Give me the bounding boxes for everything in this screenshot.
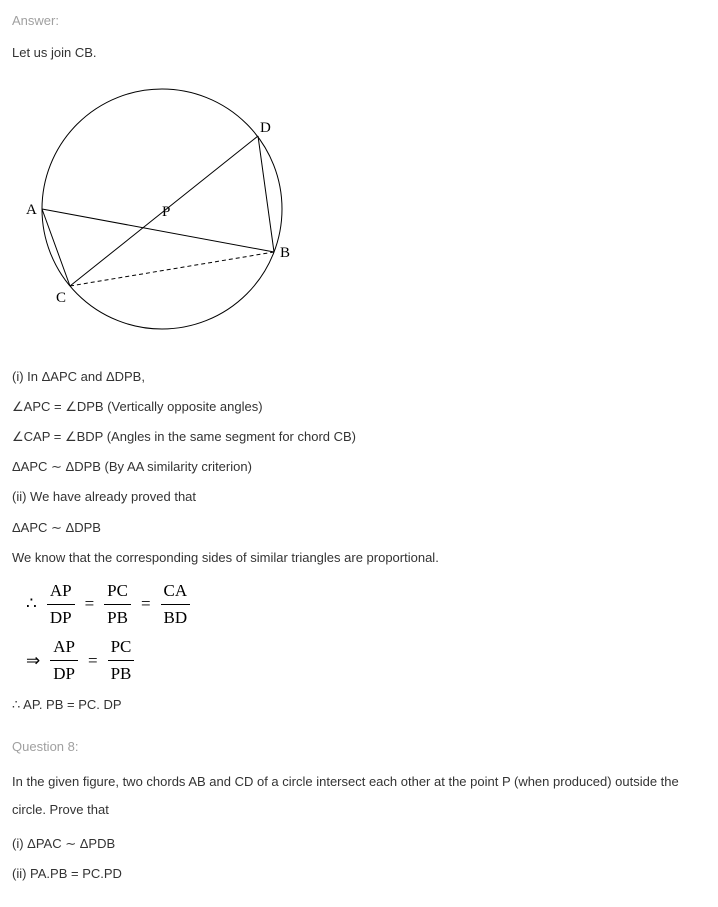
label-c: C: [56, 290, 66, 306]
denominator: PB: [108, 660, 135, 686]
denominator: DP: [47, 604, 75, 630]
question-text: In the given figure, two chords AB and C…: [12, 768, 706, 823]
equation-2: ⇒ AP DP = PC PB: [22, 635, 706, 686]
equals-symbol: =: [85, 592, 95, 616]
line-cb-dashed: [70, 252, 274, 286]
denominator: PB: [104, 604, 131, 630]
question-part-ii: (ii) PA.PB = PC.PD: [12, 865, 706, 883]
question-label: Question 8:: [12, 738, 706, 756]
answer-label: Answer:: [12, 12, 706, 30]
fraction-ap-dp: AP DP: [47, 579, 75, 630]
numerator: PC: [108, 635, 135, 660]
question-part-i: (i) ΔPAC ∼ ΔPDB: [12, 835, 706, 853]
fraction-pc-pb: PC PB: [108, 635, 135, 686]
equals-symbol: =: [88, 649, 98, 673]
fraction-ca-bd: CA BD: [161, 579, 191, 630]
circle-figure: A B C D P: [12, 74, 706, 349]
label-b: B: [280, 245, 290, 261]
therefore-symbol: ∴: [26, 592, 37, 616]
proof-line-1: (i) In ΔAPC and ΔDPB,: [12, 368, 706, 386]
line-ac: [42, 209, 70, 286]
equals-symbol: =: [141, 592, 151, 616]
label-d: D: [260, 120, 271, 136]
proof-line-4: ΔAPC ∼ ΔDPB (By AA similarity criterion): [12, 458, 706, 476]
label-a: A: [26, 202, 37, 218]
denominator: BD: [161, 604, 191, 630]
implies-symbol: ⇒: [26, 649, 40, 673]
equation-1: ∴ AP DP = PC PB = CA BD: [22, 579, 706, 630]
label-p: P: [162, 204, 170, 220]
fraction-pc-pb: PC PB: [104, 579, 131, 630]
numerator: AP: [50, 635, 78, 660]
intro-text: Let us join CB.: [12, 44, 706, 62]
proof-line-3: ∠CAP = ∠BDP (Angles in the same segment …: [12, 428, 706, 446]
proof-line-7: We know that the corresponding sides of …: [12, 549, 706, 567]
numerator: CA: [161, 579, 191, 604]
fraction-ap-dp: AP DP: [50, 635, 78, 686]
numerator: AP: [47, 579, 75, 604]
line-db: [258, 136, 274, 252]
equation-3: ∴ AP. PB = PC. DP: [12, 696, 706, 714]
numerator: PC: [104, 579, 131, 604]
proof-line-6: ΔAPC ∼ ΔDPB: [12, 519, 706, 537]
proof-line-5: (ii) We have already proved that: [12, 488, 706, 506]
denominator: DP: [50, 660, 78, 686]
proof-line-2: ∠APC = ∠DPB (Vertically opposite angles): [12, 398, 706, 416]
